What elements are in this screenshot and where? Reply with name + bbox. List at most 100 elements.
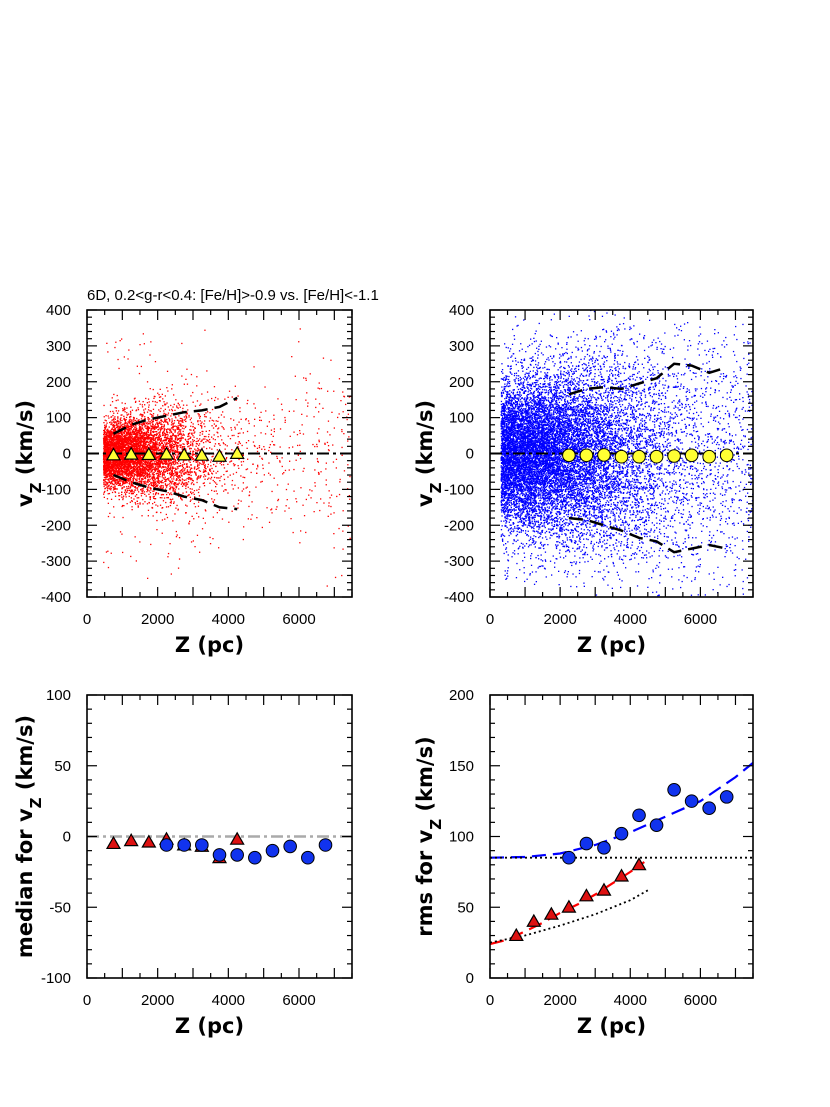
- star-point: [112, 424, 114, 427]
- star-point: [112, 440, 114, 442]
- star-point: [138, 456, 140, 458]
- star-point: [219, 477, 221, 479]
- star-point: [164, 480, 166, 483]
- star-point: [329, 434, 331, 436]
- star-point: [197, 421, 199, 423]
- star-point: [139, 344, 141, 346]
- star-point: [167, 496, 169, 499]
- star-point: [103, 461, 105, 463]
- star-point: [138, 497, 140, 499]
- star-point: [125, 463, 127, 465]
- star-point: [142, 440, 145, 442]
- star-point: [330, 513, 332, 515]
- star-point: [122, 454, 124, 456]
- star-point: [133, 460, 135, 462]
- star-point: [174, 430, 176, 432]
- star-point: [136, 444, 138, 446]
- star-point: [125, 481, 128, 483]
- star-point: [129, 440, 132, 443]
- star-point: [123, 418, 125, 420]
- star-point: [171, 408, 173, 411]
- star-point: [276, 506, 278, 508]
- star-point: [165, 444, 167, 446]
- star-point: [164, 408, 166, 410]
- star-point: [180, 436, 182, 438]
- star-point: [124, 448, 127, 450]
- star-point: [128, 444, 130, 446]
- star-point: [135, 451, 137, 453]
- star-point: [164, 471, 166, 473]
- star-point: [153, 478, 155, 480]
- star-point: [181, 464, 184, 466]
- star-point: [116, 426, 119, 428]
- star-point: [128, 472, 131, 474]
- star-point: [156, 457, 158, 459]
- star-point: [148, 479, 150, 481]
- star-point: [212, 438, 214, 440]
- star-point: [125, 452, 127, 454]
- star-point: [109, 438, 111, 441]
- star-point: [271, 490, 273, 493]
- star-point: [109, 512, 111, 514]
- star-point: [238, 421, 240, 423]
- star-point: [153, 437, 155, 439]
- star-point: [154, 484, 156, 486]
- star-point: [160, 494, 163, 496]
- star-point: [178, 455, 180, 458]
- star-point: [262, 464, 264, 466]
- star-point: [169, 419, 171, 421]
- star-point: [150, 438, 152, 440]
- star-point: [133, 464, 135, 467]
- star-point: [169, 480, 171, 482]
- star-point: [166, 516, 169, 519]
- star-point: [154, 404, 157, 406]
- star-point: [122, 472, 124, 474]
- star-point: [146, 436, 148, 438]
- star-point: [323, 502, 325, 504]
- star-point: [186, 413, 188, 415]
- star-point: [293, 431, 295, 433]
- star-point: [296, 434, 299, 436]
- star-point: [279, 446, 281, 448]
- star-point: [125, 434, 127, 436]
- star-point: [126, 447, 128, 449]
- star-point: [140, 495, 143, 497]
- star-point: [173, 483, 175, 486]
- star-point: [131, 492, 133, 495]
- star-point: [131, 436, 134, 438]
- star-point: [213, 423, 215, 425]
- star-point: [143, 436, 145, 438]
- star-point: [139, 435, 141, 437]
- star-point: [206, 460, 208, 462]
- star-point: [264, 448, 266, 451]
- star-point: [110, 440, 112, 443]
- star-point: [161, 467, 163, 469]
- star-point: [240, 461, 242, 463]
- star-point: [123, 476, 125, 478]
- star-point: [124, 429, 126, 431]
- star-point: [124, 463, 126, 465]
- star-point: [320, 498, 322, 500]
- star-point: [216, 477, 218, 479]
- star-point: [116, 434, 118, 437]
- star-point: [247, 399, 249, 402]
- star-point: [173, 463, 175, 466]
- star-point: [152, 448, 155, 450]
- star-point: [164, 418, 166, 420]
- star-point: [115, 430, 117, 432]
- star-point: [147, 427, 149, 429]
- star-point: [108, 453, 111, 455]
- star-point: [146, 465, 148, 468]
- star-point: [103, 449, 106, 452]
- star-point: [137, 420, 139, 422]
- star-point: [175, 483, 177, 485]
- star-point: [158, 465, 160, 467]
- star-point: [246, 402, 248, 405]
- star-point: [190, 444, 192, 446]
- star-point: [176, 425, 178, 428]
- star-point: [349, 475, 351, 478]
- star-point: [133, 440, 135, 442]
- star-point: [216, 483, 218, 485]
- star-point: [166, 470, 169, 472]
- star-point: [114, 426, 116, 428]
